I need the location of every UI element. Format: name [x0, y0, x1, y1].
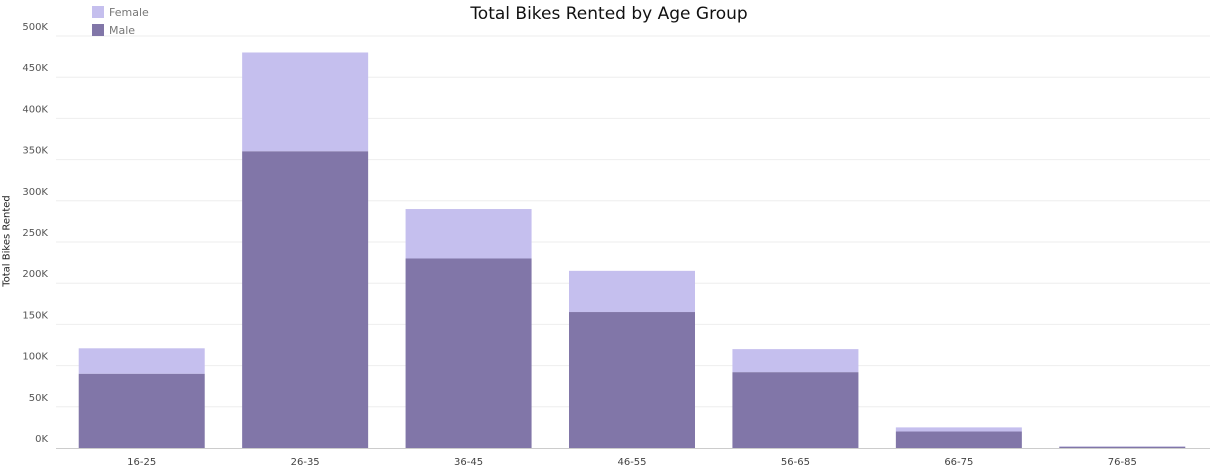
y-tick-label: 200K: [22, 269, 48, 280]
y-tick-label: 350K: [22, 146, 48, 157]
y-tick-label: 100K: [22, 352, 48, 363]
x-tick-label: 26-35: [291, 457, 320, 468]
y-tick-label: 50K: [29, 393, 49, 404]
x-tick-label: 46-55: [617, 457, 646, 468]
y-tick-label: 0K: [35, 434, 48, 445]
x-tick-label: 76-85: [1108, 457, 1137, 468]
legend-item-female[interactable]: Female: [92, 3, 149, 21]
x-tick-label: 16-25: [127, 457, 156, 468]
y-axis-label: Total Bikes Rented: [1, 195, 13, 287]
y-tick-label: 150K: [22, 310, 48, 321]
bar-female: [78, 348, 205, 374]
bar-male: [732, 372, 859, 448]
bar-male: [405, 258, 532, 448]
bar-female: [569, 270, 695, 313]
y-tick-label: 250K: [22, 228, 48, 239]
x-tick-label: 36-45: [454, 457, 483, 468]
y-tick-label: 450K: [22, 63, 48, 74]
legend-label-female: Female: [109, 5, 149, 19]
y-tick-label: 500K: [22, 22, 48, 33]
y-tick-label: 300K: [22, 187, 48, 198]
legend: Female Male: [92, 3, 149, 39]
legend-label-male: Male: [109, 23, 136, 37]
bar-female: [895, 427, 1022, 432]
bar-female: [405, 209, 532, 259]
x-tick-label: 66-75: [944, 457, 973, 468]
x-tick-label: 56-65: [781, 457, 810, 468]
bar-female: [732, 349, 859, 373]
bar-male: [242, 151, 369, 449]
bar-male: [895, 431, 1022, 448]
bar-male: [569, 312, 695, 448]
y-tick-label: 400K: [22, 104, 48, 115]
legend-swatch-male: [92, 24, 104, 36]
bar-male: [78, 373, 205, 448]
bar-female: [242, 52, 369, 152]
chart-title: Total Bikes Rented by Age Group: [470, 4, 748, 24]
bar-male: [1059, 446, 1186, 448]
legend-swatch-female: [92, 6, 104, 18]
legend-item-male[interactable]: Male: [92, 21, 149, 39]
